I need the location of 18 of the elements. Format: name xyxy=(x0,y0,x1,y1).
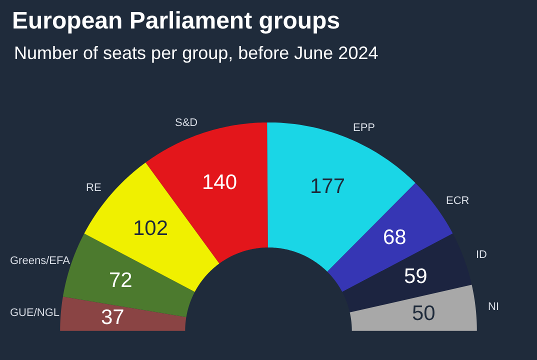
data-label: 50 xyxy=(412,302,436,325)
data-label: 102 xyxy=(133,217,168,240)
data-label: 59 xyxy=(404,265,428,288)
chart-title: European Parliament groups xyxy=(12,7,340,34)
slice-label: ID xyxy=(476,249,488,261)
data-label: 68 xyxy=(383,226,406,249)
chart-subtitle: Number of seats per group, before June 2024 xyxy=(14,43,378,63)
slice-label: GUE/NGL xyxy=(10,307,60,319)
data-label: 140 xyxy=(202,171,238,194)
slice-label: ECR xyxy=(446,195,470,207)
slice-label: Greens/EFA xyxy=(10,255,71,267)
slice-label: NI xyxy=(488,301,499,313)
data-label: 177 xyxy=(310,175,346,198)
slice-label: EPP xyxy=(353,122,376,134)
slice-label: S&D xyxy=(175,117,198,129)
data-label: 72 xyxy=(109,269,132,292)
slice-label: RE xyxy=(86,182,102,194)
data-label: 37 xyxy=(101,306,124,329)
